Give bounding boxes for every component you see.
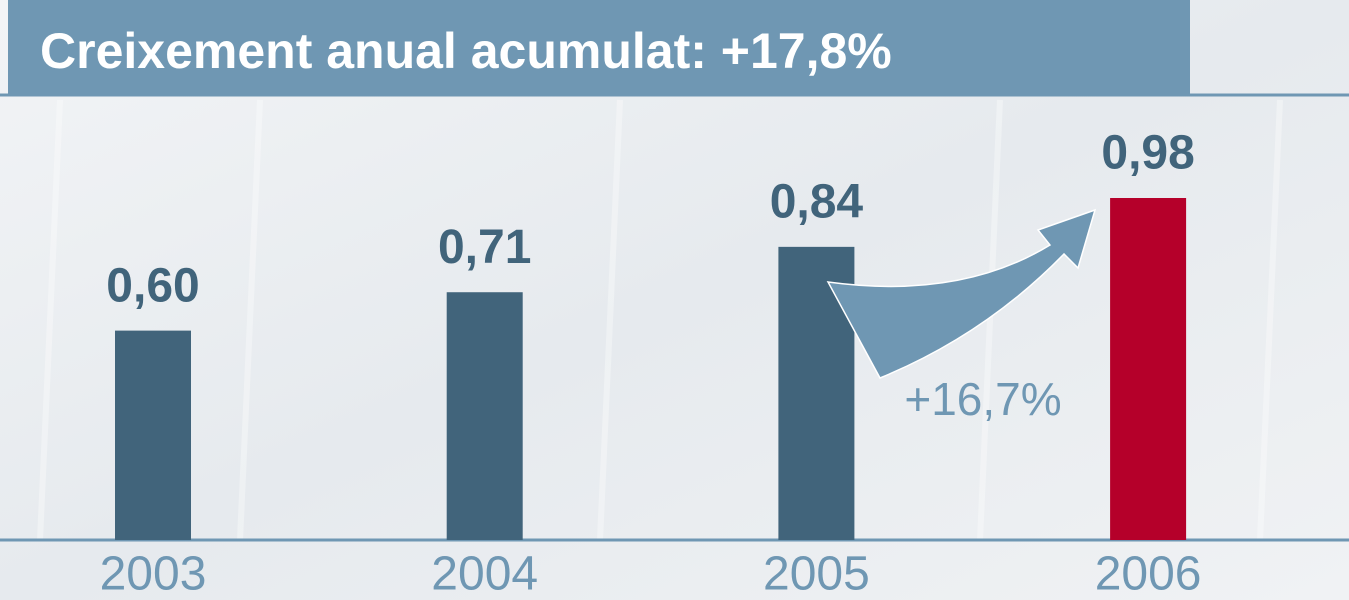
- annotation: +16,7%: [904, 373, 1061, 425]
- x-tick-label: 2004: [431, 548, 538, 600]
- value-label: 0,98: [1101, 127, 1194, 180]
- x-tick-label: 2006: [1095, 548, 1202, 600]
- bar: [115, 330, 191, 540]
- bar: [446, 292, 523, 540]
- value-label: 0,60: [106, 259, 199, 312]
- value-label: 0,71: [438, 221, 531, 274]
- x-tick-label: 2003: [100, 548, 207, 600]
- chart-title: Creixement anual acumulat: +17,8%: [40, 23, 892, 79]
- bar: [1110, 198, 1187, 540]
- growth-arrow: [826, 208, 1097, 379]
- value-label: 0,84: [770, 176, 864, 229]
- background-stripes: [37, 99, 1283, 541]
- x-tick-label: 2005: [763, 548, 870, 600]
- title-band: [8, 0, 1190, 95]
